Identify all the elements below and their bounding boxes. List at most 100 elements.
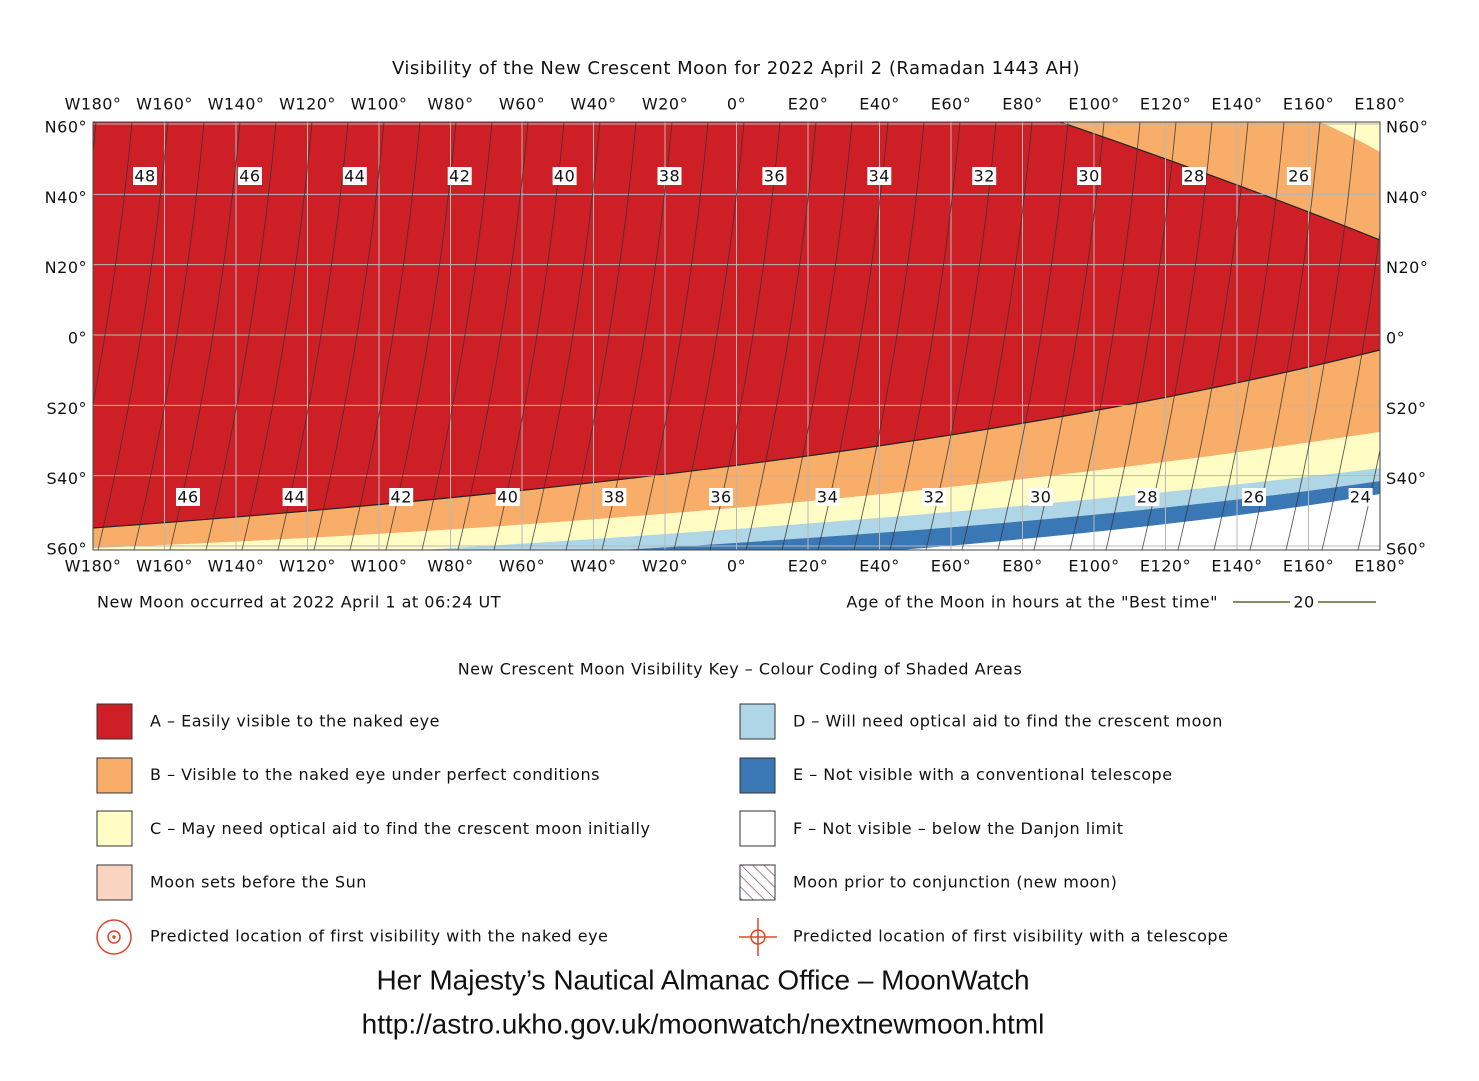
zone-c-north (1320, 122, 1380, 152)
contour-label: 44 (284, 488, 305, 507)
contour-label-bg (867, 167, 892, 185)
age-contour (529, 122, 601, 550)
key-label: Moon sets before the Sun (150, 873, 367, 892)
telescope-symbol (739, 918, 777, 956)
zone-e (620, 481, 1380, 550)
lat-label-left: S40° (46, 469, 87, 488)
lat-label-left: S20° (46, 399, 87, 418)
key-label: Moon prior to conjunction (new moon) (793, 873, 1117, 892)
age-contour (961, 122, 1033, 550)
lon-label-top: E120° (1140, 95, 1191, 114)
lat-label-right: 0° (1386, 329, 1405, 348)
zone-boundary (93, 122, 1380, 529)
contour-label: 24 (1350, 488, 1371, 507)
contour-label-bg (133, 167, 157, 185)
lon-label-top: W40° (570, 95, 616, 114)
lon-label-top: E60° (931, 95, 971, 114)
lon-label-bottom: W20° (642, 557, 688, 576)
lon-label-top: W20° (642, 95, 688, 114)
contour-label-bg (602, 488, 627, 506)
map-labels: W180° W180° W160° W160° W140° W140° W120° W120°… (45, 95, 1428, 576)
key-label: A – Easily visible to the naked eye (150, 712, 440, 731)
contour-label: 48 (134, 167, 155, 186)
lat-label-right: N60° (1386, 118, 1428, 137)
contour-label-bg (552, 167, 577, 185)
lon-label-top: E140° (1211, 95, 1262, 114)
lat-label-right: N40° (1386, 188, 1428, 207)
contour-label: 42 (449, 167, 470, 186)
swatch-a (96, 703, 133, 740)
age-key-label: Age of the Moon in hours at the "Best ti… (846, 593, 1218, 612)
age-contour (1105, 122, 1177, 550)
key-label: Predicted location of first visibility w… (150, 926, 608, 945)
contour-label-bg (815, 488, 840, 506)
key-label: F – Not visible – below the Danjon limit (793, 819, 1123, 838)
age-contour (93, 122, 133, 407)
graticule (93, 122, 1380, 550)
lon-label-bottom: W140° (208, 557, 265, 576)
lon-label-bottom: E60° (931, 557, 971, 576)
lon-label-bottom: E180° (1354, 557, 1405, 576)
contour-label-bg (1182, 167, 1206, 185)
contour-label: 32 (974, 167, 995, 186)
lat-label-right: S60° (1386, 540, 1427, 559)
key-label: Predicted location of first visibility w… (793, 926, 1228, 945)
contour-label: 38 (659, 167, 680, 186)
naked-eye-symbol (96, 919, 132, 955)
contour-label: 40 (497, 488, 518, 507)
age-contour (421, 122, 493, 550)
lon-label-bottom: W60° (499, 557, 545, 576)
lon-label-top: W160° (136, 95, 193, 114)
lon-label-bottom: E20° (788, 557, 828, 576)
contour-label-bg (237, 167, 262, 185)
contour-label: 34 (817, 488, 838, 507)
contour-label: 30 (1078, 167, 1099, 186)
age-contour (205, 122, 277, 550)
contour-label: 42 (391, 488, 412, 507)
swatch-sets (96, 864, 133, 901)
lat-label-right: S40° (1386, 469, 1427, 488)
contour-label: 46 (239, 167, 260, 186)
contour-label-bg (1135, 488, 1160, 506)
age-contour (1321, 227, 1380, 550)
contour-label: 26 (1288, 167, 1309, 186)
lon-label-top: E80° (1002, 95, 1042, 114)
lon-label-top: E160° (1283, 95, 1334, 114)
age-contour (1213, 122, 1285, 550)
lon-label-bottom: W80° (427, 557, 473, 576)
contour-label: 30 (1030, 488, 1051, 507)
contour-label: 38 (604, 488, 625, 507)
lon-label-bottom: 0° (727, 557, 746, 576)
lon-label-bottom: W100° (351, 557, 408, 576)
age-contour (97, 122, 169, 550)
lon-label-bottom: E100° (1068, 557, 1119, 576)
new-moon-note: New Moon occurred at 2022 April 1 at 06:… (97, 593, 501, 612)
age-key-sample: 20 (1293, 593, 1314, 612)
age-contour (745, 122, 817, 550)
key-label: B – Visible to the naked eye under perfe… (150, 765, 600, 784)
contour-label-bg (762, 167, 787, 185)
contour-label-bg (1348, 488, 1373, 506)
lon-label-top: E20° (788, 95, 828, 114)
lon-label-top: 0° (727, 95, 746, 114)
map (93, 122, 1380, 550)
lon-label-top: W100° (351, 95, 408, 114)
contour-label-bg (1286, 167, 1311, 185)
age-contour (313, 122, 385, 550)
age-contour (781, 122, 853, 550)
lon-label-bottom: W120° (279, 557, 336, 576)
contour-label-bg (972, 167, 997, 185)
age-contour (349, 122, 421, 550)
age-contour (637, 122, 709, 550)
age-contour (241, 122, 313, 550)
swatch-conjunction (739, 864, 776, 901)
lon-label-top: E100° (1068, 95, 1119, 114)
key-label: E – Not visible with a conventional tele… (793, 765, 1173, 784)
contour-label-bg (1077, 167, 1102, 185)
lon-label-top: W180° (65, 95, 122, 114)
contour-label-bg (1028, 488, 1053, 506)
age-contour (457, 122, 529, 550)
zone-b-north (1060, 122, 1380, 240)
age-contour (673, 122, 745, 550)
lat-label-left: 0° (68, 329, 87, 348)
